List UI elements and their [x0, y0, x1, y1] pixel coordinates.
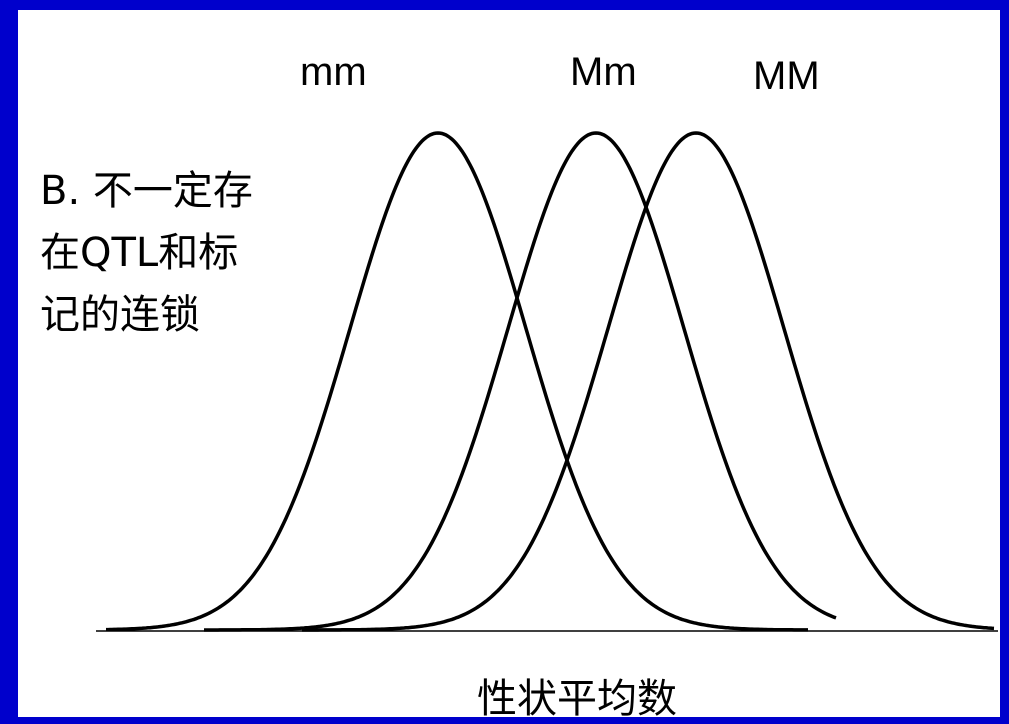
- label-genotype-mm: mm: [300, 50, 367, 94]
- slide-panel: mm Mm MM B. 不一定存 在QTL和标 记的连锁 性状平均数: [18, 10, 1000, 722]
- curve-mm: [106, 131, 808, 632]
- note-line-3: 记的连锁: [40, 292, 200, 338]
- distribution-plot: [96, 131, 998, 632]
- label-genotype-MM: MM: [753, 54, 820, 98]
- curve-Mm: [204, 131, 837, 632]
- note-text: B. 不一定存 在QTL和标 记的连锁: [40, 160, 310, 346]
- x-axis-label: 性状平均数: [477, 676, 677, 722]
- note-line-1: B. 不一定存: [40, 168, 253, 214]
- label-genotype-Mm: Mm: [570, 50, 637, 94]
- note-line-2: 在QTL和标: [40, 230, 239, 276]
- curve-MM: [302, 131, 995, 632]
